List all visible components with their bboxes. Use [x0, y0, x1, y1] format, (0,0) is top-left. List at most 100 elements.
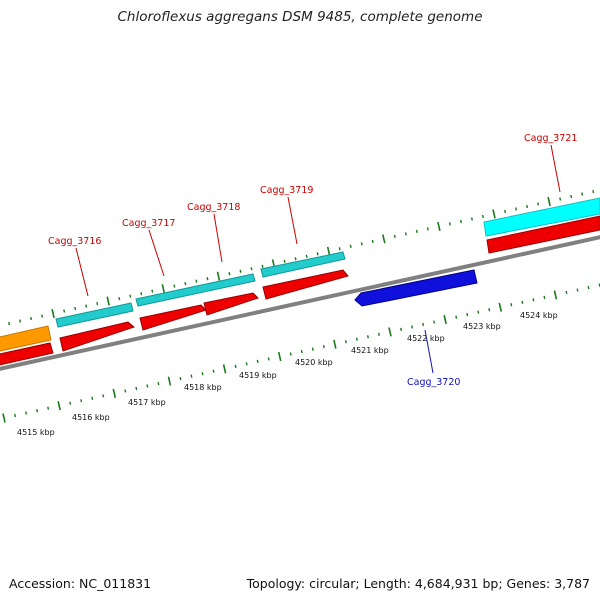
- minor-tick: [201, 372, 204, 376]
- scale-label: 4524 kbp: [520, 311, 558, 320]
- minor-tick: [415, 229, 418, 233]
- minor-tick: [19, 319, 22, 323]
- minor-tick: [344, 340, 347, 344]
- minor-tick: [360, 242, 363, 246]
- major-tick: [553, 290, 558, 300]
- gene-label-3717: Cagg_3717: [122, 218, 175, 229]
- major-tick: [388, 327, 392, 337]
- minor-tick: [504, 209, 507, 214]
- gene-label-3718: Cagg_3718: [187, 202, 240, 213]
- minor-tick: [510, 303, 513, 307]
- gene-label-3716: Cagg_3716: [48, 236, 101, 247]
- minor-tick: [195, 279, 198, 283]
- minor-tick: [371, 239, 374, 243]
- minor-tick: [250, 267, 253, 271]
- gene-red-3: [203, 292, 259, 316]
- minor-tick: [294, 257, 297, 261]
- minor-tick: [85, 304, 88, 308]
- minor-tick: [118, 296, 121, 301]
- minor-tick: [228, 272, 231, 276]
- minor-tick: [63, 309, 66, 313]
- major-tick: [167, 376, 172, 386]
- major-tick: [326, 246, 331, 256]
- major-tick: [161, 284, 166, 294]
- minor-tick: [477, 310, 480, 314]
- minor-tick: [422, 322, 425, 327]
- minor-tick: [565, 290, 568, 295]
- minor-tick: [393, 234, 396, 238]
- scale-label: 4520 kbp: [295, 358, 333, 367]
- connector-3721: [550, 144, 561, 193]
- minor-tick: [179, 377, 182, 381]
- minor-tick: [184, 282, 187, 286]
- minor-tick: [448, 222, 451, 226]
- scale-label: 4522 kbp: [407, 334, 445, 343]
- minor-tick: [532, 298, 535, 302]
- accession-label: Accession: NC_011831: [9, 576, 152, 591]
- scale-label: 4519 kbp: [239, 371, 277, 380]
- gene-label-3721: Cagg_3721: [524, 133, 577, 144]
- gene-blue: [354, 269, 478, 307]
- minor-tick: [69, 401, 72, 405]
- major-tick: [2, 413, 6, 423]
- minor-tick: [581, 192, 584, 196]
- minor-tick: [570, 194, 573, 199]
- major-tick: [51, 309, 55, 319]
- minor-tick: [146, 384, 149, 388]
- minor-tick: [140, 292, 143, 296]
- major-tick: [222, 364, 227, 374]
- scale-label: 4523 kbp: [463, 322, 501, 331]
- gene-red-4: [262, 269, 349, 300]
- minor-tick: [592, 189, 595, 194]
- minor-tick: [206, 277, 209, 281]
- major-tick: [112, 388, 117, 398]
- minor-tick: [378, 332, 380, 336]
- tick-marks: [2, 189, 600, 423]
- minor-tick: [316, 252, 319, 256]
- connector-3719: [287, 196, 298, 245]
- scale-label: 4518 kbp: [184, 383, 222, 392]
- major-tick: [382, 234, 386, 244]
- major-tick: [216, 271, 221, 281]
- minor-tick: [239, 269, 242, 273]
- minor-tick: [245, 362, 248, 366]
- minor-tick: [515, 207, 518, 211]
- major-tick: [277, 351, 282, 362]
- minor-tick: [576, 288, 579, 292]
- minor-tick: [74, 306, 77, 311]
- minor-tick: [526, 204, 529, 209]
- minor-tick: [47, 406, 50, 410]
- minor-tick: [300, 349, 303, 354]
- minor-tick: [30, 316, 33, 321]
- major-tick: [333, 339, 337, 349]
- minor-tick: [459, 219, 462, 224]
- minor-tick: [8, 321, 11, 326]
- genome-title: Chloroflexus aggregans DSM 9485, complet…: [117, 9, 483, 25]
- major-tick: [498, 302, 503, 312]
- minor-tick: [349, 244, 352, 248]
- gene-red-0: [0, 342, 54, 366]
- major-tick: [106, 296, 110, 306]
- minor-tick: [488, 308, 491, 312]
- minor-tick: [411, 325, 414, 329]
- minor-tick: [135, 386, 138, 391]
- minor-tick: [151, 289, 154, 293]
- minor-tick: [289, 352, 292, 356]
- minor-tick: [25, 411, 28, 415]
- minor-tick: [455, 315, 458, 319]
- minor-tick: [481, 214, 484, 219]
- scale-label: 4516 kbp: [72, 413, 110, 422]
- major-tick: [547, 196, 551, 207]
- minor-tick: [80, 399, 83, 403]
- minor-tick: [91, 396, 94, 400]
- gene-cyan-3: [260, 251, 346, 278]
- minor-tick: [190, 374, 193, 378]
- minor-tick: [305, 254, 308, 258]
- connector-3718: [213, 213, 223, 263]
- minor-tick: [311, 347, 314, 351]
- minor-tick: [587, 285, 590, 290]
- major-tick: [437, 221, 441, 231]
- minor-tick: [261, 264, 264, 268]
- minor-tick: [173, 284, 176, 288]
- minor-tick: [14, 413, 17, 418]
